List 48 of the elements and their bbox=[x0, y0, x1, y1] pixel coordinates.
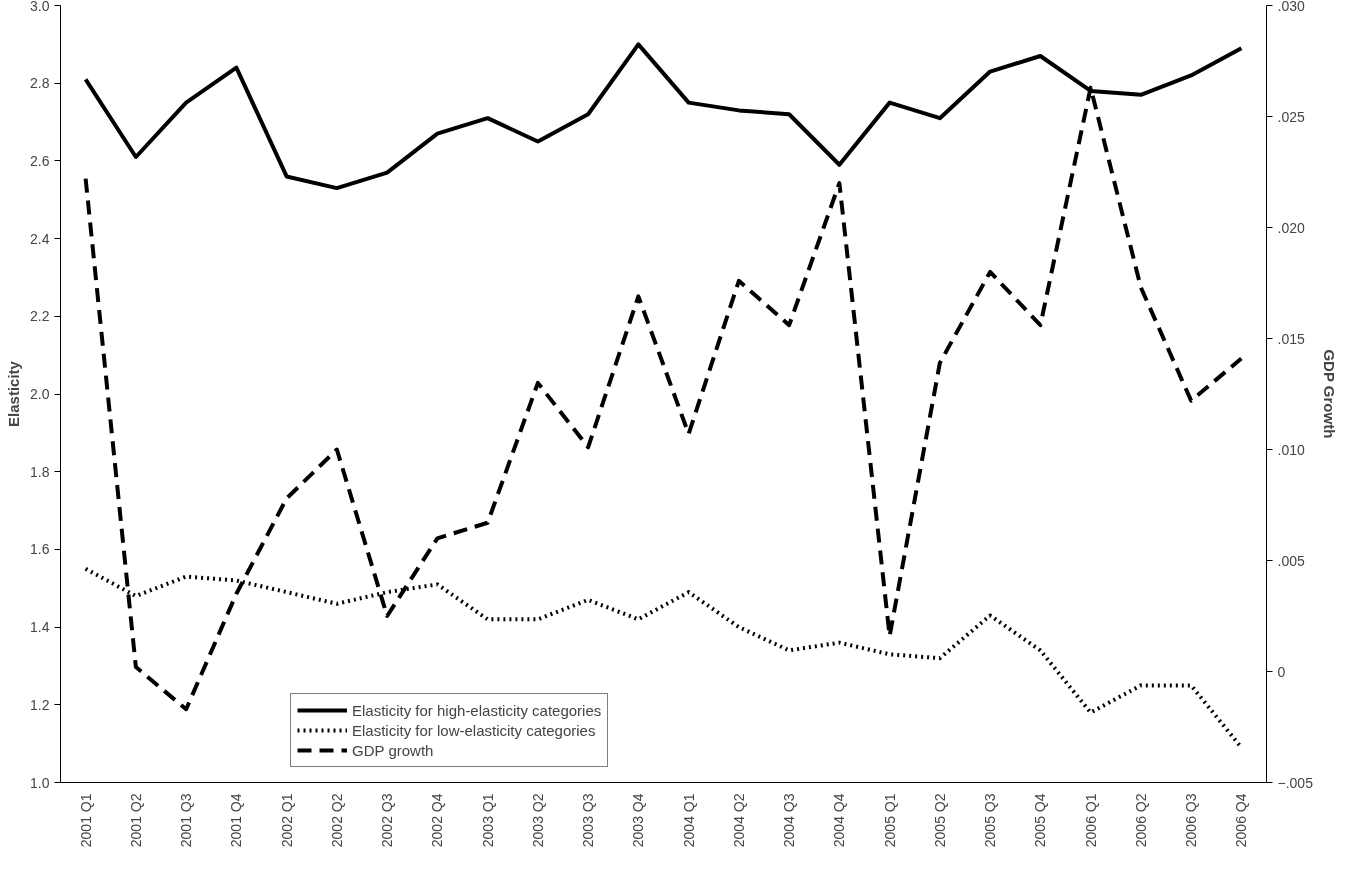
x-tick-label: 2001 Q4 bbox=[228, 793, 245, 848]
y-tick-label: 1.4 bbox=[30, 619, 50, 636]
legend-label: Elasticity for low-elasticity categories bbox=[352, 721, 596, 739]
x-tick-label: 2002 Q1 bbox=[278, 793, 295, 848]
x-tick-label: 2003 Q1 bbox=[479, 793, 496, 848]
y-tick-label: 2.6 bbox=[30, 152, 50, 169]
x-tick-label: 2001 Q2 bbox=[127, 793, 144, 848]
y-tick-label: 1.8 bbox=[30, 463, 50, 480]
y-tick-label: 3.0 bbox=[30, 0, 50, 14]
x-tick-label: 2006 Q1 bbox=[1082, 793, 1099, 848]
y2-tick-label: .015 bbox=[1277, 330, 1305, 347]
x-tick-label: 2002 Q4 bbox=[429, 793, 446, 848]
y2-tick-label: 0 bbox=[1277, 663, 1286, 680]
x-tick-label: 2004 Q2 bbox=[730, 793, 747, 848]
x-tick-label: 2004 Q1 bbox=[680, 793, 697, 848]
x-tick-label: 2006 Q4 bbox=[1233, 793, 1250, 848]
x-tick-label: 2003 Q2 bbox=[529, 793, 546, 848]
y2-tick-label: .025 bbox=[1277, 108, 1305, 125]
x-tick-label: 2004 Q4 bbox=[831, 793, 848, 848]
x-tick-label: 2006 Q2 bbox=[1132, 793, 1149, 848]
y2-axis-title: GDP Growth bbox=[1320, 349, 1338, 439]
y-tick-label: 1.0 bbox=[30, 774, 50, 791]
x-tick-label: 2003 Q3 bbox=[580, 793, 597, 848]
y-tick-label: 1.6 bbox=[30, 541, 50, 558]
x-tick-label: 2004 Q3 bbox=[781, 793, 798, 848]
x-tick-label: 2003 Q4 bbox=[630, 793, 647, 848]
x-tick-label: 2006 Q3 bbox=[1183, 793, 1200, 848]
y2-tick-label: −.005 bbox=[1277, 774, 1314, 791]
y-tick-label: 2.2 bbox=[30, 308, 50, 325]
x-tick-label: 2005 Q3 bbox=[982, 793, 999, 848]
legend-label: GDP growth bbox=[352, 741, 434, 759]
y2-tick-label: .010 bbox=[1277, 441, 1305, 458]
y2-tick-label: .005 bbox=[1277, 552, 1305, 569]
legend-label: Elasticity for high-elasticity categories bbox=[352, 701, 602, 719]
x-tick-label: 2001 Q3 bbox=[178, 793, 195, 848]
y-axis-title: Elasticity bbox=[5, 360, 23, 427]
y-tick-label: 2.0 bbox=[30, 386, 50, 402]
x-tick-label: 2002 Q3 bbox=[379, 793, 396, 848]
y-tick-label: 1.2 bbox=[30, 696, 50, 713]
x-tick-label: 2002 Q2 bbox=[328, 793, 345, 848]
x-tick-label: 2001 Q1 bbox=[77, 793, 94, 848]
y-tick-label: 2.8 bbox=[30, 75, 50, 92]
x-tick-label: 2005 Q4 bbox=[1032, 793, 1049, 848]
y2-tick-label: .030 bbox=[1277, 0, 1305, 14]
x-tick-label: 2005 Q1 bbox=[881, 793, 898, 848]
x-tick-label: 2005 Q2 bbox=[931, 793, 948, 848]
y2-tick-label: .020 bbox=[1277, 219, 1305, 236]
y-tick-label: 2.4 bbox=[30, 230, 50, 247]
